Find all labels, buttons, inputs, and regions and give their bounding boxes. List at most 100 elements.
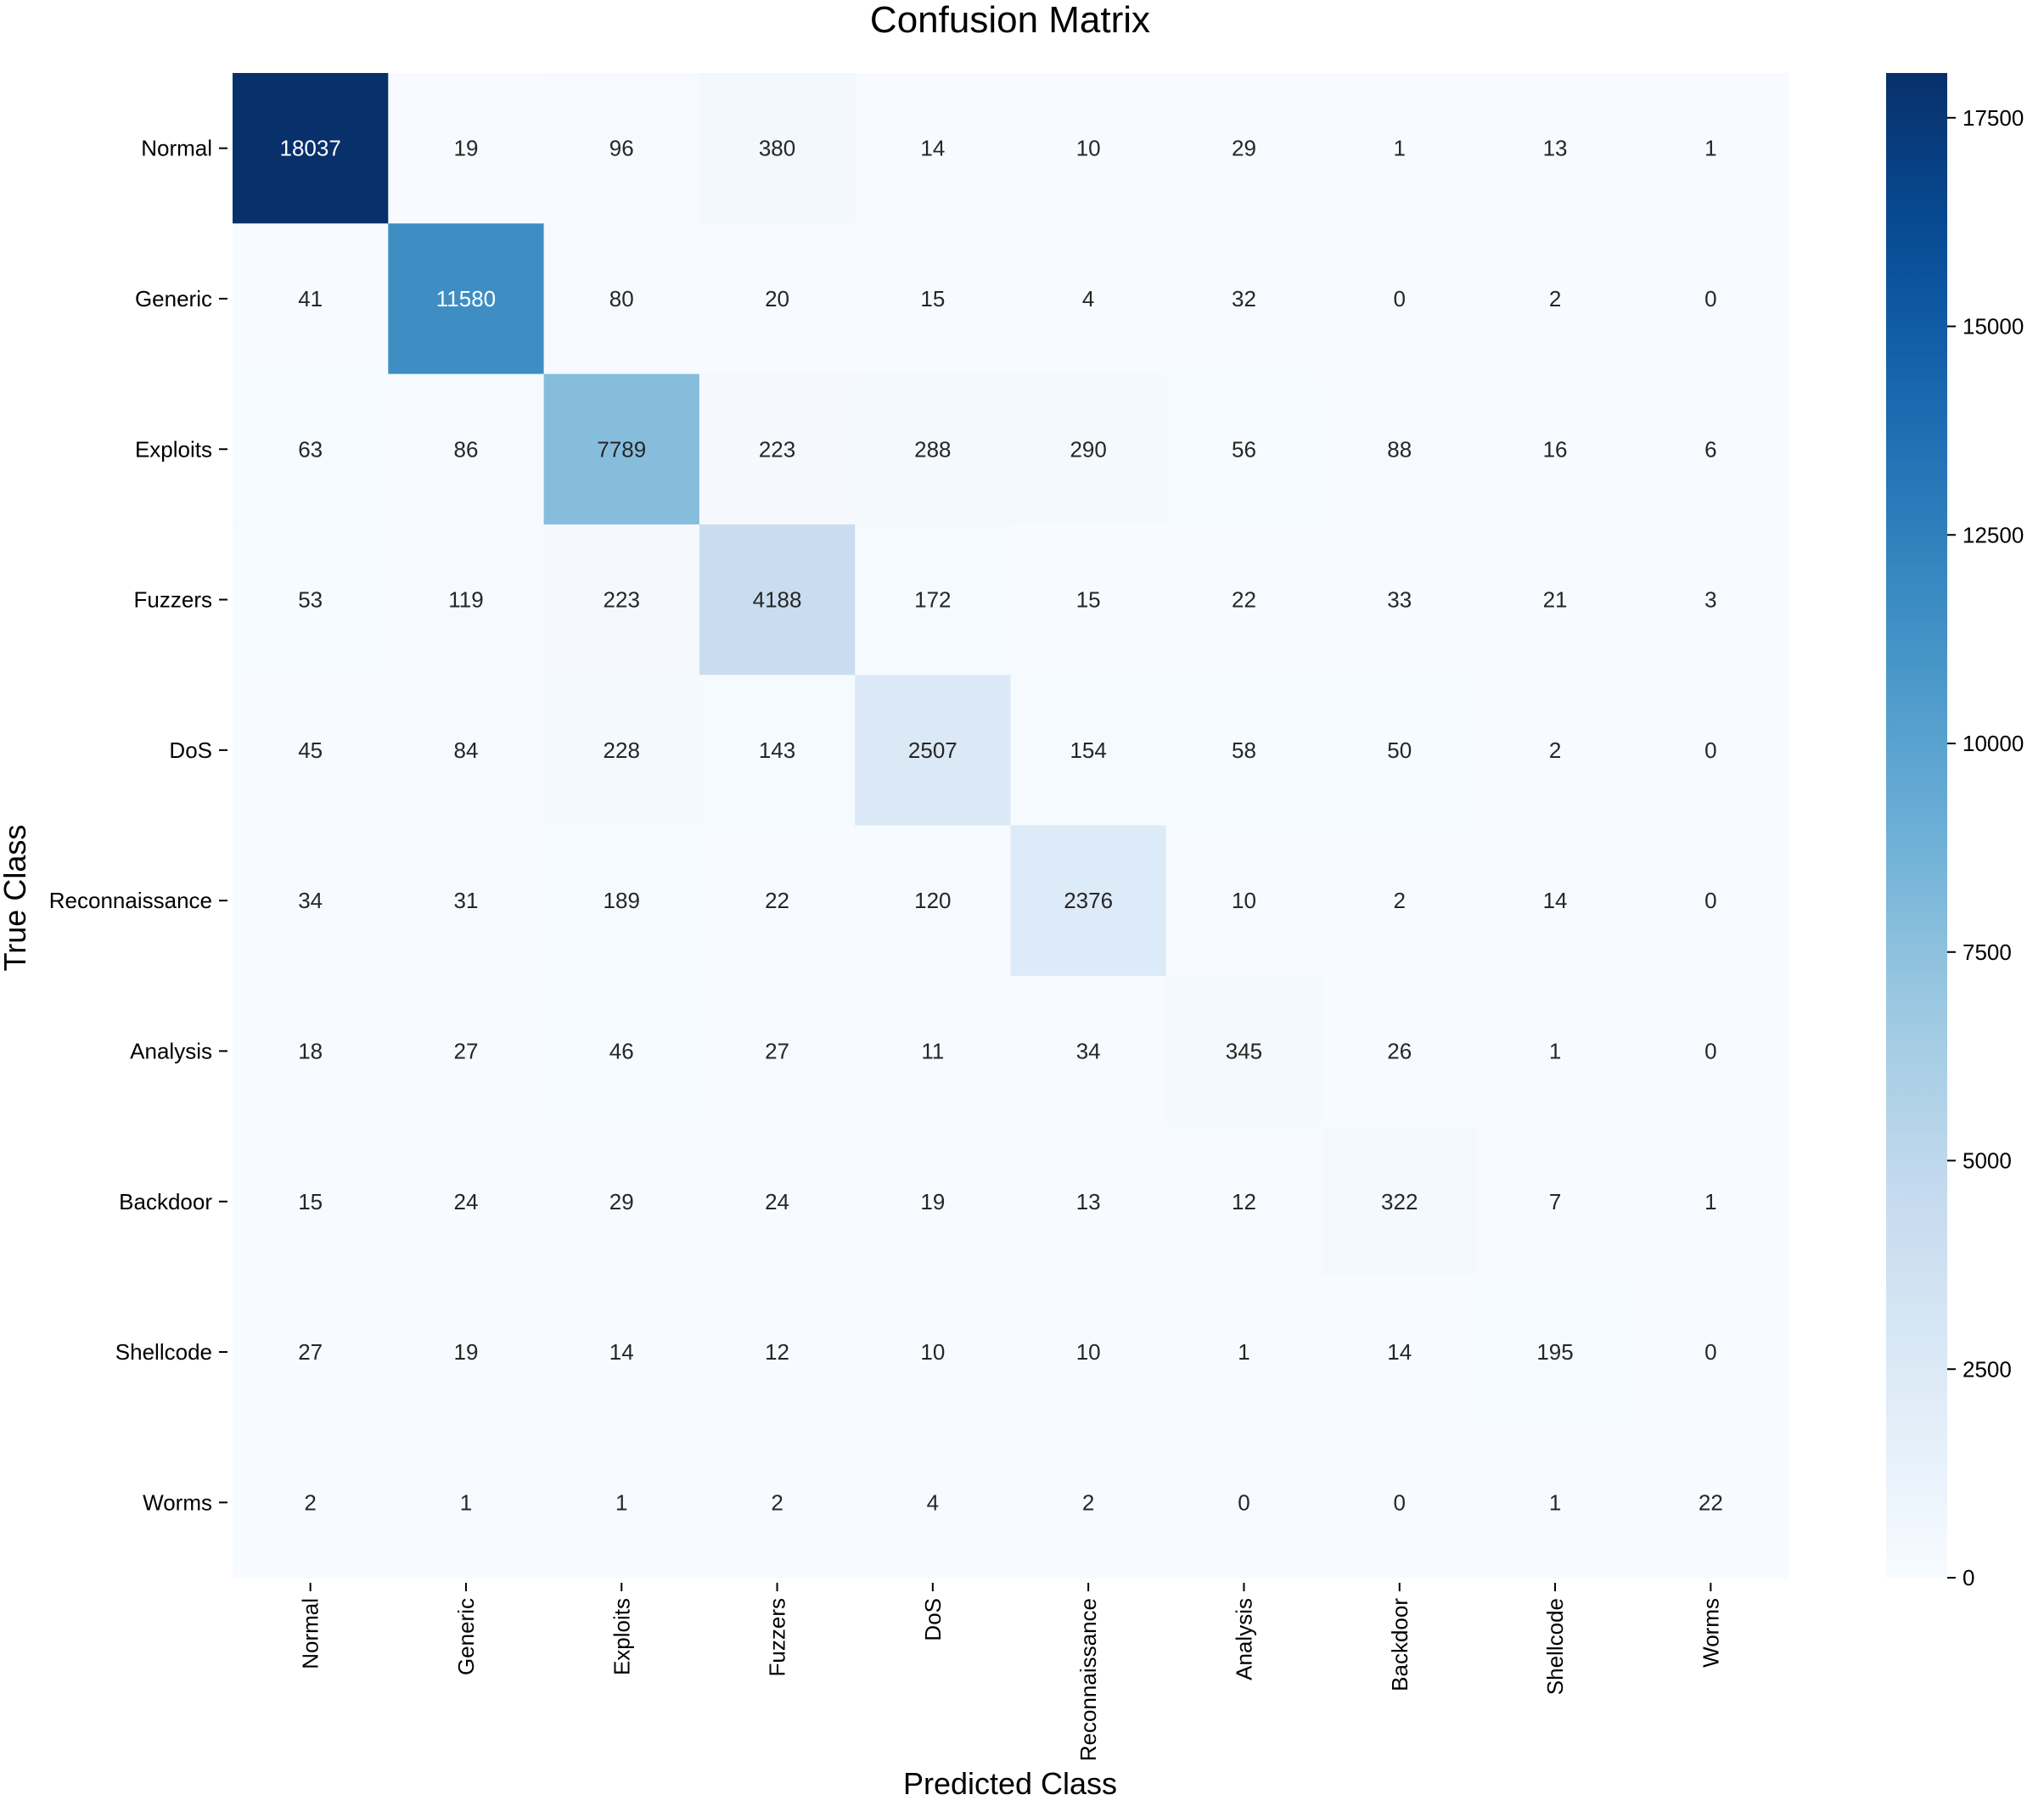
cell-label-r3-c1: 119 [448, 587, 483, 613]
cell-r9-c3 [699, 1427, 856, 1579]
cell-r7-c3 [699, 1126, 856, 1277]
cell-label-r8-c3: 12 [765, 1339, 789, 1365]
cell-label-r5-c2: 189 [604, 888, 640, 913]
cell-label-r8-c4: 10 [920, 1339, 945, 1365]
cell-label-r8-c6: 1 [1238, 1339, 1249, 1365]
cell-r8-c7 [1322, 1276, 1478, 1428]
cell-label-r3-c0: 53 [298, 587, 323, 613]
cell-label-r1-c4: 15 [920, 286, 945, 311]
cell-r2-c2 [543, 373, 700, 525]
cell-r8-c2 [543, 1276, 700, 1428]
cell-label-r8-c5: 10 [1076, 1339, 1101, 1365]
row-tick-label-7: Backdoor [119, 1189, 212, 1214]
cell-r5-c6 [1165, 825, 1322, 977]
cell-label-r0-c7: 1 [1394, 136, 1406, 161]
x-axis-label: Predicted Class [903, 1766, 1117, 1801]
colorbar-tick-label-5: 12500 [1963, 522, 2024, 547]
row-tick-label-8: Shellcode [115, 1339, 212, 1365]
row-tick-label-3: Fuzzers [134, 587, 212, 613]
cell-label-r7-c8: 7 [1549, 1189, 1561, 1214]
cell-r3-c2 [543, 524, 700, 676]
row-tick-label-1: Generic [135, 286, 212, 311]
cell-r2-c5 [1010, 373, 1167, 525]
cell-label-r2-c6: 56 [1232, 436, 1256, 462]
row-tick-label-9: Worms [143, 1489, 212, 1515]
cell-label-r5-c7: 2 [1394, 888, 1406, 913]
cell-label-r1-c1: 11580 [436, 286, 496, 311]
cell-r7-c8 [1477, 1126, 1634, 1277]
cell-label-r7-c3: 24 [765, 1189, 789, 1214]
colorbar-tick-label-0: 0 [1963, 1565, 1974, 1590]
cell-r6-c7 [1322, 975, 1478, 1127]
cell-label-r0-c4: 14 [920, 136, 945, 161]
cell-r1-c6 [1165, 223, 1322, 375]
cell-label-r7-c4: 19 [920, 1189, 945, 1214]
cell-label-r9-c1: 1 [460, 1489, 472, 1515]
cell-r6-c1 [388, 975, 545, 1127]
col-tick-label-5: Reconnaissance [1075, 1598, 1101, 1761]
cell-label-r5-c6: 10 [1232, 888, 1256, 913]
cell-label-r2-c4: 288 [914, 436, 951, 462]
cell-r0-c4 [855, 73, 1012, 224]
row-tick-label-4: DoS [169, 738, 212, 763]
cell-label-r6-c8: 1 [1549, 1038, 1561, 1063]
colorbar-tick-label-1: 2500 [1963, 1356, 2012, 1382]
cell-r6-c5 [1010, 975, 1167, 1127]
cell-r3-c4 [855, 524, 1012, 676]
cell-r7-c4 [855, 1126, 1012, 1277]
cell-r0-c1 [388, 73, 545, 224]
cell-r6-c8 [1477, 975, 1634, 1127]
cell-label-r4-c7: 50 [1387, 738, 1412, 763]
column-tick-labels: Normal Generic Exploits Fuzzers DoS Reconnais… [298, 1583, 1723, 1761]
cell-label-r8-c8: 195 [1536, 1339, 1573, 1365]
cell-label-r9-c7: 0 [1394, 1489, 1406, 1515]
cell-r6-c2 [543, 975, 700, 1127]
cell-r1-c9 [1632, 223, 1789, 375]
cell-label-r3-c7: 33 [1387, 587, 1412, 613]
cell-r2-c3 [699, 373, 856, 525]
cell-r2-c9 [1632, 373, 1789, 525]
cell-label-r1-c2: 80 [609, 286, 634, 311]
cell-r3-c3 [699, 524, 856, 676]
colorbar-tick-label-2: 5000 [1963, 1148, 2012, 1174]
cell-r8-c8 [1477, 1276, 1634, 1428]
y-axis-label: True Class [0, 825, 32, 972]
cell-label-r4-c3: 143 [759, 738, 795, 763]
cell-label-r9-c3: 2 [771, 1489, 783, 1515]
cell-r1-c1 [388, 223, 545, 375]
cell-r8-c5 [1010, 1276, 1167, 1428]
cell-r1-c5 [1010, 223, 1167, 375]
cell-label-r6-c5: 34 [1076, 1038, 1101, 1063]
cell-r1-c7 [1322, 223, 1478, 375]
cell-r2-c4 [855, 373, 1012, 525]
cell-label-r5-c5: 2376 [1064, 888, 1113, 913]
cell-r3-c1 [388, 524, 545, 676]
cell-r3-c5 [1010, 524, 1167, 676]
cell-label-r5-c3: 22 [765, 888, 789, 913]
col-tick-label-3: Fuzzers [765, 1598, 790, 1676]
cell-label-r7-c6: 12 [1232, 1189, 1256, 1214]
cell-r9-c5 [1010, 1427, 1167, 1579]
cell-label-r1-c7: 0 [1394, 286, 1406, 311]
cell-r8-c4 [855, 1276, 1012, 1428]
cell-r9-c7 [1322, 1427, 1478, 1579]
cell-label-r8-c7: 14 [1387, 1339, 1412, 1365]
cell-label-r3-c5: 15 [1076, 587, 1101, 613]
cell-label-r4-c8: 2 [1549, 738, 1561, 763]
cell-r7-c7 [1322, 1126, 1478, 1277]
cell-r7-c5 [1010, 1126, 1167, 1277]
cell-label-r0-c3: 380 [759, 136, 795, 161]
colorbar-gradient [1886, 73, 1947, 1578]
cell-r5-c8 [1477, 825, 1634, 977]
row-tick-label-5: Reconnaissance [49, 888, 212, 913]
cell-label-r7-c2: 29 [609, 1189, 634, 1214]
row-tick-label-0: Normal [141, 136, 212, 161]
cell-r4-c4 [855, 675, 1012, 827]
cell-label-r9-c6: 0 [1238, 1489, 1249, 1515]
col-tick-label-7: Backdoor [1387, 1598, 1412, 1691]
cell-label-r1-c6: 32 [1232, 286, 1256, 311]
cell-r5-c5 [1010, 825, 1167, 977]
cell-label-r6-c1: 27 [453, 1038, 478, 1063]
cell-label-r5-c1: 31 [453, 888, 478, 913]
